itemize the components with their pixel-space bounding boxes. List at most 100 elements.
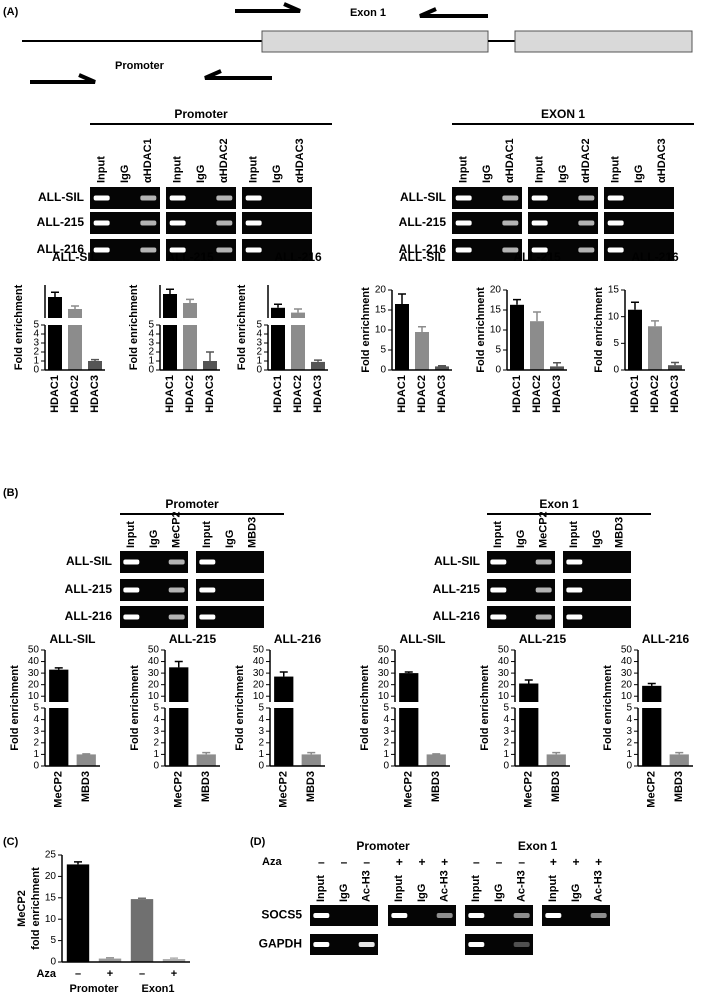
gel-image <box>166 212 236 234</box>
bar <box>183 303 197 370</box>
gel-image <box>465 934 533 955</box>
gel-band <box>578 220 595 226</box>
y-tick-label: 40 <box>378 656 390 667</box>
y-tick-label: 5 <box>626 703 632 714</box>
gel-band <box>313 942 330 947</box>
y-tick-label: 50 <box>28 645 40 656</box>
y-tick-label: 40 <box>498 656 510 667</box>
x-tick-label: HDAC1 <box>272 375 284 413</box>
bar <box>628 309 642 370</box>
y-tick-label: 15 <box>490 305 502 316</box>
x-tick-label: + <box>107 968 113 980</box>
gel-image <box>452 212 522 234</box>
y-axis-label: Fold enrichment <box>9 665 21 751</box>
x-tick-label: MBD3 <box>80 771 92 802</box>
row-label: ALL-216 <box>65 609 113 623</box>
chart-title: ALL-216 <box>274 250 322 264</box>
y-axis-label: Fold enrichment <box>475 287 487 373</box>
lane-label: IgG <box>224 530 236 548</box>
row-label: ALL-SIL <box>434 554 480 568</box>
x-tick-label: MeCP2 <box>646 771 658 808</box>
y-tick-label: 20 <box>621 679 633 690</box>
error-bar <box>314 359 322 362</box>
bar <box>415 332 429 370</box>
lane-label: Input <box>125 521 137 548</box>
bar <box>291 312 305 370</box>
lane-label: αHDAC3 <box>294 138 306 183</box>
gel-band <box>168 587 185 593</box>
y-tick-label: 40 <box>253 656 265 667</box>
y-tick-label: 15 <box>45 892 57 903</box>
row-label: ALL-215 <box>433 582 481 596</box>
lane-label: IgG <box>271 165 283 183</box>
y-tick-label: 15 <box>608 285 620 296</box>
y-tick-label: 4 <box>148 329 154 340</box>
gel-band <box>578 247 595 253</box>
gel-band <box>502 247 519 253</box>
y-tick-label: 5 <box>153 703 159 714</box>
gel-band <box>468 913 485 918</box>
gel-band <box>490 587 507 593</box>
error-bar <box>438 365 446 367</box>
y-axis-label: Fold enrichment <box>479 665 491 751</box>
chart-title: ALL-215 <box>169 632 217 646</box>
lane-label: IgG <box>515 530 527 548</box>
aza-sign: – <box>341 855 348 869</box>
bar <box>274 676 294 766</box>
error-bar <box>186 298 194 303</box>
y-tick-label: 3 <box>33 726 39 737</box>
y-tick-label: 20 <box>253 679 265 690</box>
lane-label: IgG <box>481 165 493 183</box>
x-tick-label: MeCP2 <box>173 771 185 808</box>
error-bar <box>398 293 406 304</box>
aza-sign: – <box>318 855 325 869</box>
aza-sign: + <box>550 855 557 869</box>
error-bar <box>206 351 214 361</box>
y-tick-label: 50 <box>253 645 265 656</box>
gel-band <box>455 220 472 226</box>
y-axis-label: fold enrichment <box>30 867 42 950</box>
aza-label: Aza <box>262 856 282 868</box>
axis-break <box>514 702 571 708</box>
gel-image <box>242 239 312 261</box>
aza-sign: – <box>473 855 480 869</box>
gel-band <box>216 247 233 253</box>
gel-image <box>563 606 631 628</box>
bar <box>530 321 544 370</box>
lane-label: MBD3 <box>247 517 259 548</box>
x-tick-label: HDAC2 <box>649 375 661 413</box>
y-tick-label: 5 <box>33 703 39 714</box>
gel-band <box>313 913 330 918</box>
chart-title: ALL-216 <box>642 632 690 646</box>
lane-label: IgG <box>633 165 645 183</box>
bar <box>203 361 217 370</box>
gel-band <box>535 614 552 620</box>
error-bar <box>202 751 211 755</box>
y-tick-label: 40 <box>28 656 40 667</box>
axis-break <box>164 702 221 708</box>
y-tick-label: 0 <box>613 365 619 376</box>
y-tick-label: 0 <box>256 365 262 376</box>
y-tick-label: 1 <box>256 356 262 367</box>
gel-band <box>607 195 624 201</box>
y-tick-label: 10 <box>253 691 265 702</box>
y-tick-label: 0 <box>383 761 389 772</box>
y-tick-label: 1 <box>153 749 159 760</box>
bar <box>311 361 325 370</box>
bar <box>550 366 564 370</box>
y-tick-label: 5 <box>613 338 619 349</box>
axis-break <box>637 702 694 708</box>
y-tick-label: 3 <box>503 726 509 737</box>
y-tick-label: 30 <box>378 668 390 679</box>
y-tick-label: 0 <box>380 365 386 376</box>
x-tick-label: HDAC1 <box>629 375 641 413</box>
y-tick-label: 10 <box>375 325 387 336</box>
y-tick-label: 25 <box>45 850 57 861</box>
row-label: ALL-216 <box>37 242 85 256</box>
aza-sign: – <box>363 855 370 869</box>
gel-image <box>542 905 610 926</box>
y-tick-label: 2 <box>33 347 39 358</box>
gel-band <box>140 247 157 253</box>
y-tick-label: 20 <box>498 679 510 690</box>
